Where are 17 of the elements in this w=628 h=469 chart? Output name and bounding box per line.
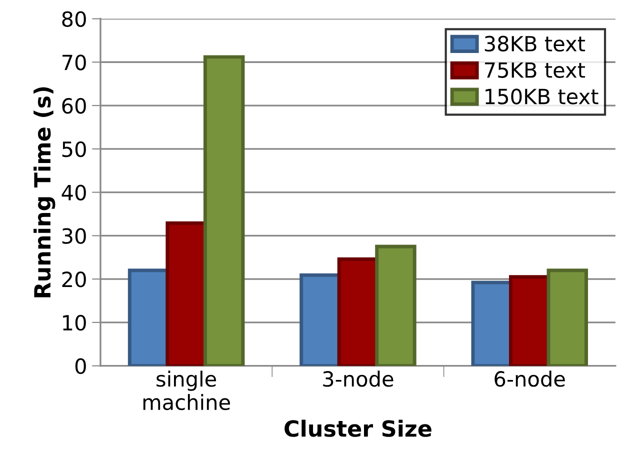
y-tick-label: 70 bbox=[62, 54, 86, 70]
y-tick-label: 10 bbox=[63, 314, 86, 331]
legend-label: 75KB text bbox=[485, 62, 586, 78]
legend-label: 150KB text bbox=[486, 88, 598, 104]
y-tick-label: 30 bbox=[62, 228, 86, 244]
y-tick-label: 20 bbox=[62, 272, 86, 288]
y-tick-label: 0 bbox=[75, 358, 86, 374]
y-tick-label: 50 bbox=[62, 141, 86, 158]
legend-label: 38KB text bbox=[484, 36, 586, 52]
x-axis-title: Cluster Size bbox=[284, 420, 432, 437]
y-axis-title: Running Time (s) bbox=[34, 87, 56, 298]
y-tick-label: 40 bbox=[62, 184, 86, 200]
x-tick-label: 3-node bbox=[323, 370, 394, 387]
x-tick-label: 6-node bbox=[494, 370, 565, 387]
x-tick-label: single machine bbox=[143, 370, 230, 410]
y-tick-label: 80 bbox=[62, 11, 86, 27]
y-tick-label: 60 bbox=[62, 98, 86, 114]
